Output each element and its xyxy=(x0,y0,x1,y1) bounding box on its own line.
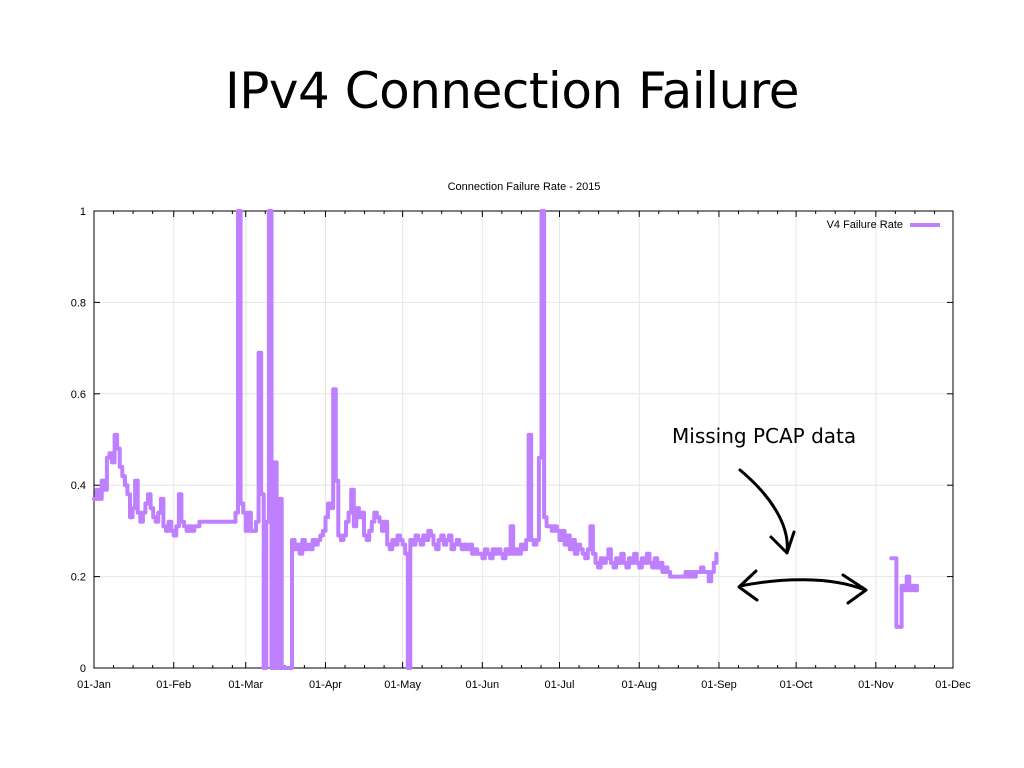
gap-range-arrowhead-right xyxy=(841,573,868,605)
y-tick-label: 0.6 xyxy=(71,389,86,401)
y-tick-label: 1 xyxy=(80,206,86,218)
annotation-pointer-arrow xyxy=(738,468,789,554)
x-tick-label: 01-Nov xyxy=(858,679,894,691)
gap-range-arrow xyxy=(738,578,867,592)
chart-title: Connection Failure Rate - 2015 xyxy=(448,181,601,193)
x-tick-label: 01-Mar xyxy=(228,679,263,691)
x-tick-label: 01-Dec xyxy=(935,679,971,691)
x-tick-label: 01-May xyxy=(384,679,421,691)
missing-data-annotation: Missing PCAP data xyxy=(672,424,856,448)
legend-label: V4 Failure Rate xyxy=(827,219,903,231)
gap-range-arrowhead-left xyxy=(737,569,759,602)
x-tick-label: 01-Aug xyxy=(621,679,656,691)
y-tick-label: 0 xyxy=(80,663,86,675)
annotation-pointer-arrowhead xyxy=(769,530,796,555)
x-tick-label: 01-Sep xyxy=(701,679,736,691)
series-line-v4-failure-rate xyxy=(92,209,919,670)
x-tick-label: 01-Jun xyxy=(466,679,500,691)
x-tick-label: 01-Oct xyxy=(780,679,813,691)
y-tick-label: 0.8 xyxy=(71,297,86,309)
y-tick-label: 0.2 xyxy=(71,572,86,584)
x-tick-label: 01-Jul xyxy=(545,679,575,691)
legend: V4 Failure Rate xyxy=(827,219,940,231)
x-tick-label: 01-Jan xyxy=(77,679,111,691)
axis-ticks: 0 0.2 0.4 0.6 0.8 1 01-Jan 01-Feb 01-Mar 01-Apr 01… xyxy=(71,206,972,691)
y-tick-label: 0.4 xyxy=(71,480,86,492)
x-tick-label: 01-Feb xyxy=(156,679,191,691)
x-tick-label: 01-Apr xyxy=(309,679,342,691)
plot-frame xyxy=(93,210,954,669)
slide-title: IPv4 Connection Failure xyxy=(225,62,800,120)
